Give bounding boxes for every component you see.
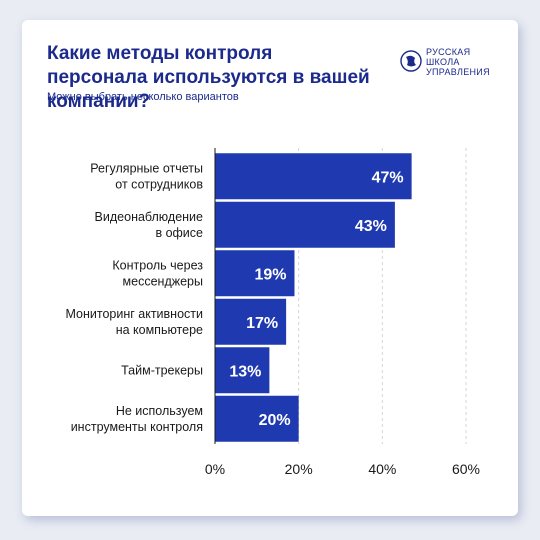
bar-value-label: 43%	[355, 218, 387, 235]
bar-value-label: 17%	[246, 315, 278, 332]
bar-value-label: 47%	[372, 169, 404, 186]
category-label: Не используем инструменты контроля	[71, 404, 203, 434]
bar-value-label: 13%	[229, 363, 261, 380]
x-tick-label: 0%	[205, 461, 225, 477]
survey-card: Какие методы контроля персонала использу…	[22, 20, 518, 516]
x-tick-label: 20%	[285, 461, 313, 477]
brand-name-line: УПРАВЛЕНИЯ	[426, 67, 490, 77]
bar	[215, 201, 395, 248]
x-tick-label: 60%	[452, 461, 480, 477]
bar	[215, 347, 270, 394]
category-label: Тайм-трекеры	[121, 363, 203, 377]
brand-name-line: РУССКАЯ	[426, 47, 471, 57]
bar-value-label: 19%	[254, 266, 286, 283]
category-label: Регулярные отчеты от сотрудников	[90, 161, 203, 191]
brand-name: РУССКАЯ ШКОЛА УПРАВЛЕНИЯ	[426, 47, 490, 77]
category-label: Контроль через мессенджеры	[112, 258, 203, 288]
brand-logo: РУССКАЯ ШКОЛА УПРАВЛЕНИЯ	[400, 45, 510, 85]
chart-subtitle: Можно выбрать несколько вариантов	[47, 91, 239, 103]
x-tick-label: 40%	[368, 461, 396, 477]
bar	[215, 298, 287, 345]
bar	[215, 153, 412, 200]
bar	[215, 395, 299, 442]
globe-emblem-icon	[400, 50, 422, 72]
bar-value-label: 20%	[259, 412, 291, 429]
category-label: Видеонаблюдение в офисе	[95, 210, 203, 240]
brand-name-line: ШКОЛА	[426, 57, 460, 67]
bar	[215, 250, 295, 297]
chart-title: Какие методы контроля персонала использу…	[47, 43, 370, 112]
category-label: Мониторинг активности на компьютере	[65, 307, 203, 337]
bar-chart: 47% Регулярные отчеты от сотрудников 43% Вид…	[65, 148, 480, 477]
